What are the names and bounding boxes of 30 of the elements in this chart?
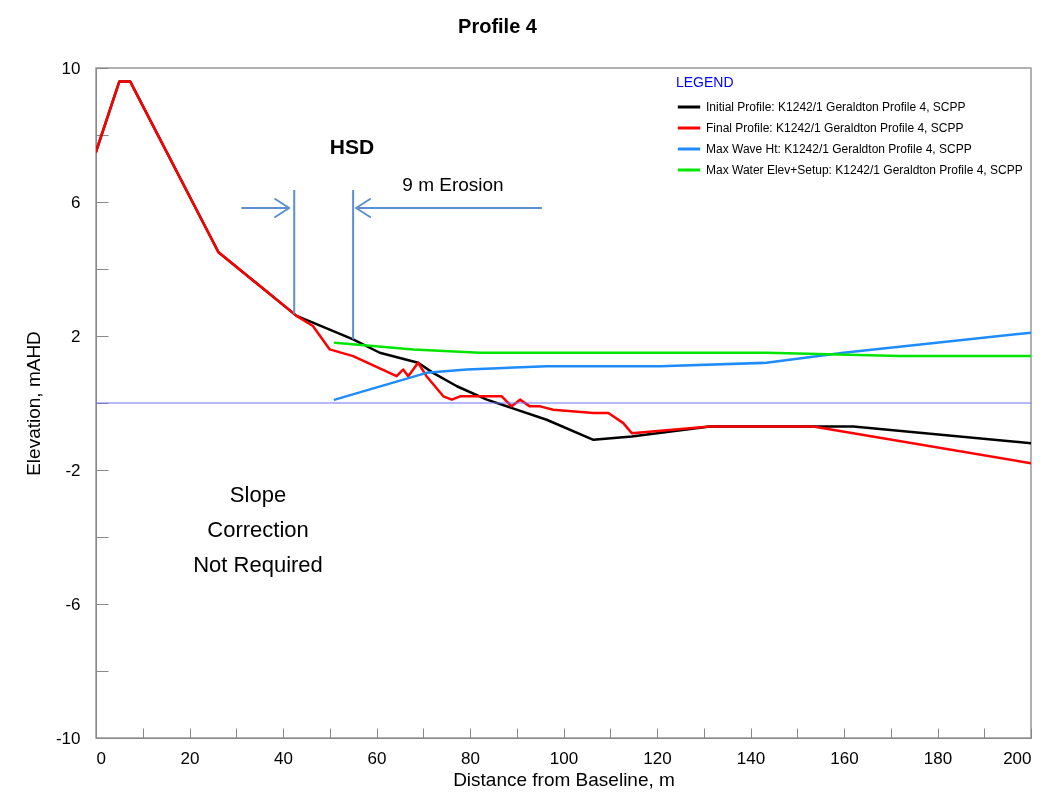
legend-label: Final Profile: K1242/1 Geraldton Profile 4, SCPP [706, 121, 964, 135]
x-tick-label: 80 [461, 748, 480, 768]
y-tick-label: -10 [55, 728, 81, 748]
x-tick-label: 60 [367, 748, 387, 768]
legend-label: Initial Profile: K1242/1 Geraldton Profile 4, SCPP [706, 100, 966, 114]
chart-title: Profile 4 [458, 15, 538, 37]
x-tick-label: 120 [643, 748, 672, 768]
legend-label: Max Wave Ht: K1242/1 Geraldton Profile 4, SCPP [706, 142, 972, 156]
x-tick-label: 160 [830, 748, 859, 768]
y-tick-label: 2 [71, 326, 81, 346]
annotation: HSD [329, 135, 375, 158]
x-tick-label: 20 [180, 748, 200, 768]
y-tick-label: 10 [61, 58, 81, 78]
annotation: 9 m Erosion [402, 174, 504, 195]
y-tick-label: -6 [65, 594, 81, 614]
x-tick-label: 200 [1003, 748, 1032, 768]
annotation: Slope Correction Not Required [193, 482, 323, 577]
y-tick-label: 6 [71, 192, 81, 212]
x-tick-label: 0 [96, 748, 106, 768]
line-series [333, 331, 1031, 401]
legend-title: LEGEND [676, 74, 734, 90]
y-axis-title: Elevation, mAHD [22, 331, 44, 476]
x-tick-label: 140 [736, 748, 766, 768]
x-axis-title: Distance from Baseline, m [453, 768, 675, 790]
line-series [333, 341, 1031, 358]
x-tick-label: 100 [549, 748, 579, 768]
y-tick-label: -2 [65, 460, 81, 480]
x-tick-label: 180 [923, 748, 953, 768]
x-tick-label: 40 [274, 748, 293, 768]
legend-label: Max Water Elev+Setup: K1242/1 Geraldton Profile 4, SCPP [706, 163, 1023, 177]
